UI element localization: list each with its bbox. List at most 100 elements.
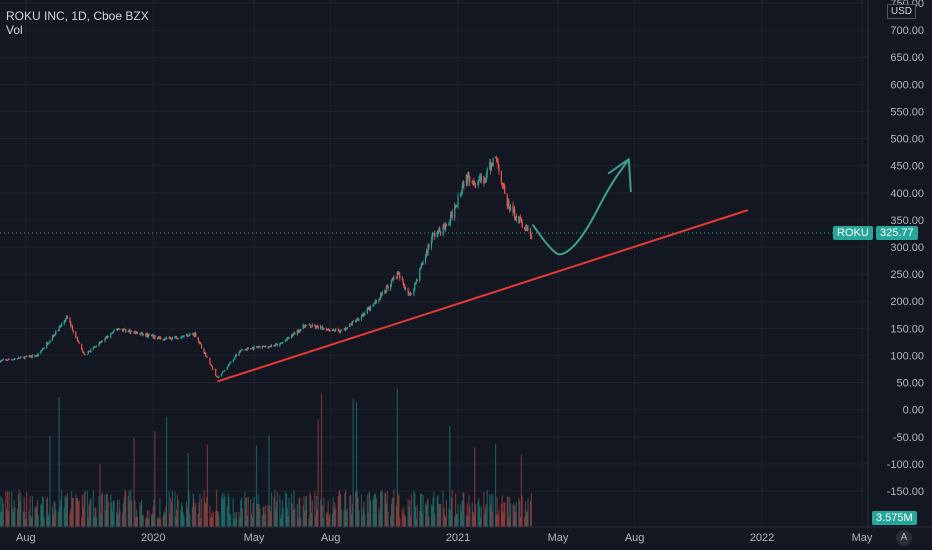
- time-axis[interactable]: Aug 2020 May Aug 2021 May Aug 2022 May: [0, 526, 932, 550]
- volume-bar: [66, 497, 68, 527]
- candle-body: [84, 354, 86, 356]
- candle-body: [439, 227, 441, 232]
- volume-bar: [41, 496, 44, 527]
- candle-body: [472, 181, 474, 183]
- candle-body: [105, 337, 107, 339]
- volume-bar: [422, 494, 424, 527]
- volume-bar: [180, 502, 183, 527]
- volume-bar: [111, 511, 114, 527]
- volume-bar: [477, 501, 479, 527]
- volume-bar: [495, 514, 497, 527]
- volume-bar: [6, 509, 8, 527]
- volume-bar: [54, 502, 56, 527]
- auto-scale-button[interactable]: A: [896, 530, 912, 546]
- volume-bar: [164, 513, 166, 527]
- x-tick-label: May: [852, 532, 873, 544]
- volume-bar: [518, 497, 520, 527]
- candle-body: [218, 376, 220, 378]
- candles: [0, 155, 532, 378]
- volume-bar: [76, 497, 78, 527]
- volume-bar: [230, 514, 232, 527]
- volume-bar: [234, 512, 236, 527]
- candle-body: [290, 334, 293, 339]
- candle-body: [199, 342, 201, 344]
- candle-body: [357, 318, 359, 321]
- volume-bar: [95, 508, 97, 527]
- candle-body: [49, 340, 51, 343]
- candle-body: [320, 326, 323, 328]
- candle-body: [206, 356, 208, 358]
- volume-bar: [195, 503, 197, 527]
- volume-bar: [444, 517, 447, 527]
- volume-bar: [43, 516, 45, 527]
- volume-value-tag: 3.575M: [872, 511, 917, 525]
- volume-bar: [443, 508, 445, 527]
- candle-body: [349, 323, 351, 328]
- candle-body: [282, 341, 284, 343]
- candle-body: [61, 323, 63, 326]
- volume-bar: [463, 492, 465, 527]
- candle-body: [30, 355, 32, 358]
- volume-bar: [224, 496, 226, 527]
- volume-bar: [364, 513, 366, 527]
- candle-body: [274, 345, 276, 347]
- candle-body: [308, 324, 310, 326]
- candle-body: [444, 224, 447, 231]
- candle-body: [57, 330, 59, 332]
- volume-bar: [369, 493, 371, 527]
- candle-body: [500, 170, 502, 184]
- candle-body: [374, 303, 376, 304]
- volume-bar: [375, 493, 377, 527]
- volume-bar: [392, 497, 394, 527]
- volume-indicator-label[interactable]: Vol: [6, 23, 23, 37]
- volume-bar: [263, 506, 265, 527]
- volume-bar: [490, 494, 492, 527]
- volume-bar: [200, 518, 202, 527]
- candle-body: [496, 158, 498, 161]
- volume-bar: [163, 511, 165, 527]
- candle-body: [456, 204, 458, 206]
- volume-bar: [261, 515, 263, 527]
- volume-bar: [110, 494, 112, 527]
- volume-bar: [147, 518, 149, 527]
- volume-bar: [351, 504, 353, 527]
- candle-body: [285, 340, 287, 342]
- volume-bar: [305, 496, 308, 527]
- candle-body: [135, 331, 137, 334]
- volume-bar: [160, 518, 162, 527]
- volume-bar: [177, 499, 179, 527]
- volume-bar: [288, 498, 290, 527]
- volume-bar: [64, 496, 66, 527]
- candle-body: [47, 343, 49, 345]
- candle-body: [526, 227, 528, 231]
- candle-body: [169, 336, 171, 339]
- projection-curve[interactable]: [532, 158, 632, 256]
- candle-body: [6, 360, 9, 362]
- candle-body: [401, 278, 403, 281]
- candle-body: [486, 168, 488, 174]
- candle-body: [355, 321, 357, 323]
- volume-bar: [229, 513, 231, 527]
- trendline[interactable]: [217, 209, 749, 383]
- candle-body: [297, 329, 299, 333]
- volume-bar: [151, 514, 154, 527]
- volume-bar: [299, 497, 301, 527]
- volume-bar: [506, 496, 508, 527]
- price-axis[interactable]: 750.00700.00650.00600.00550.00500.00450.…: [867, 0, 932, 550]
- volume-bar: [187, 452, 189, 527]
- currency-label[interactable]: USD: [886, 4, 916, 19]
- candle-body: [375, 300, 378, 302]
- volume-bar: [257, 494, 259, 527]
- candle-body: [261, 346, 263, 348]
- volume-bar: [339, 490, 341, 527]
- volume-bar: [274, 489, 276, 527]
- volume-bar: [169, 513, 171, 527]
- candle-body: [128, 329, 130, 331]
- volume-bar: [106, 494, 109, 527]
- candle-body: [288, 338, 290, 339]
- candle-body: [419, 268, 422, 270]
- volume-bar: [0, 512, 1, 527]
- candle-body: [40, 351, 42, 354]
- volume-bar: [140, 500, 143, 527]
